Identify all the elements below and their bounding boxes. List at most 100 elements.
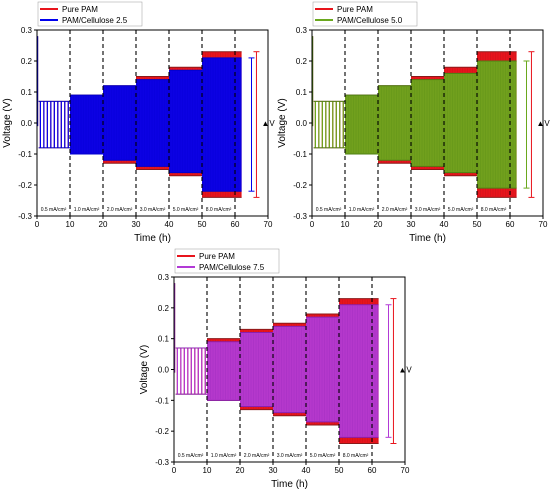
x-tick-label: 20 <box>374 220 383 229</box>
x-axis-title: Time (h) <box>409 233 446 244</box>
y-tick-label: 0.0 <box>158 366 170 375</box>
legend-label: PAM/Cellulose 2.5 <box>62 16 128 25</box>
y-tick-label: -0.1 <box>155 396 169 405</box>
current-density-label: 5.0 mA/cm² <box>448 207 474 213</box>
x-tick-label: 10 <box>203 466 212 475</box>
x-tick-label: 20 <box>99 220 108 229</box>
x-tick-label: 70 <box>539 220 548 229</box>
y-tick-label: 0.1 <box>21 88 33 97</box>
x-tick-label: 30 <box>132 220 141 229</box>
voltage-band <box>306 317 339 422</box>
y-axis-title: Voltage (V) <box>2 98 13 147</box>
legend-box <box>174 248 280 274</box>
x-tick-label: 50 <box>335 466 344 475</box>
current-density-label: 1.0 mA/cm² <box>211 453 237 459</box>
x-tick-label: 60 <box>368 466 377 475</box>
y-tick-label: 0.2 <box>21 57 33 66</box>
y-tick-label: 0.0 <box>296 119 308 128</box>
legend-box <box>37 1 143 27</box>
current-density-label: 8.0 mA/cm² <box>206 207 232 213</box>
y-tick-label: -0.3 <box>293 212 307 221</box>
x-tick-label: 60 <box>231 220 240 229</box>
series-composite <box>312 36 517 189</box>
current-density-label: 0.5 mA/cm² <box>178 453 204 459</box>
y-tick-label: -0.2 <box>155 427 169 436</box>
x-axis-title: Time (h) <box>271 479 308 490</box>
x-axis-title: Time (h) <box>134 233 171 244</box>
x-tick-label: 20 <box>236 466 245 475</box>
legend-label: Pure PAM <box>62 5 98 14</box>
voltage-band <box>240 332 273 407</box>
current-density-label: 2.0 mA/cm² <box>244 453 270 459</box>
y-tick-label: -0.1 <box>293 150 307 159</box>
x-tick-label: 0 <box>35 220 40 229</box>
x-tick-label: 40 <box>440 220 449 229</box>
legend-label: Pure PAM <box>199 252 235 261</box>
voltage-band <box>207 341 240 401</box>
current-density-label: 0.5 mA/cm² <box>316 207 342 213</box>
x-tick-label: 10 <box>66 220 75 229</box>
voltage-band <box>411 79 444 167</box>
x-tick-label: 0 <box>172 466 177 475</box>
y-tick-label: 0.2 <box>158 304 170 313</box>
y-axis-title: Voltage (V) <box>139 345 150 394</box>
current-density-label: 5.0 mA/cm² <box>173 207 199 213</box>
current-density-label: 8.0 mA/cm² <box>481 207 507 213</box>
voltage-band <box>103 85 136 161</box>
current-density-label: 3.0 mA/cm² <box>140 207 166 213</box>
y-tick-label: 0.2 <box>296 57 308 66</box>
current-density-label: 5.0 mA/cm² <box>310 453 336 459</box>
current-density-label: 1.0 mA/cm² <box>349 207 375 213</box>
voltage-band <box>169 70 202 173</box>
x-tick-label: 60 <box>506 220 515 229</box>
x-tick-label: 70 <box>401 466 410 475</box>
x-tick-label: 10 <box>341 220 350 229</box>
series-composite <box>174 283 379 438</box>
chart-panel-2: 0.5 mA/cm² 1.0 mA/cm² 2.0 mA/cm² 3.0 mA/cm²… <box>277 1 550 244</box>
voltage-band <box>378 85 411 161</box>
y-tick-label: 0.3 <box>21 26 33 35</box>
y-tick-label: 0.0 <box>21 119 33 128</box>
delta-v-label: ▲V <box>398 366 412 375</box>
current-density-label: 2.0 mA/cm² <box>107 207 133 213</box>
x-tick-label: 30 <box>269 466 278 475</box>
current-density-label: 8.0 mA/cm² <box>343 453 369 459</box>
y-tick-label: -0.2 <box>18 181 32 190</box>
y-tick-label: 0.3 <box>158 273 170 282</box>
voltage-band <box>136 79 169 167</box>
voltage-band <box>273 326 306 413</box>
x-tick-label: 30 <box>407 220 416 229</box>
y-tick-label: 0.3 <box>296 26 308 35</box>
legend-label: PAM/Cellulose 7.5 <box>199 263 265 272</box>
y-tick-label: 0.1 <box>296 88 308 97</box>
delta-v-label: ▲V <box>536 119 550 128</box>
y-tick-label: -0.3 <box>155 458 169 467</box>
delta-v-label: ▲V <box>261 119 275 128</box>
x-tick-label: 0 <box>310 220 315 229</box>
y-tick-label: -0.1 <box>18 150 32 159</box>
voltage-band <box>70 95 103 154</box>
current-density-label: 2.0 mA/cm² <box>382 207 408 213</box>
current-density-label: 1.0 mA/cm² <box>74 207 100 213</box>
x-tick-label: 50 <box>198 220 207 229</box>
x-tick-label: 70 <box>264 220 273 229</box>
x-tick-label: 40 <box>165 220 174 229</box>
current-density-label: 3.0 mA/cm² <box>415 207 441 213</box>
current-density-label: 0.5 mA/cm² <box>41 207 67 213</box>
y-axis-title: Voltage (V) <box>277 98 288 147</box>
y-tick-label: -0.3 <box>18 212 32 221</box>
chart-panel-3: 0.5 mA/cm² 1.0 mA/cm² 2.0 mA/cm² 3.0 mA/cm²… <box>139 248 412 490</box>
y-tick-label: 0.1 <box>158 335 170 344</box>
voltage-band <box>444 73 477 173</box>
y-tick-label: -0.2 <box>293 181 307 190</box>
series-composite <box>37 36 242 192</box>
voltage-band <box>345 95 378 154</box>
x-tick-label: 50 <box>473 220 482 229</box>
legend-label: Pure PAM <box>337 5 373 14</box>
legend-box <box>312 1 418 27</box>
chart-panel-1: 0.5 mA/cm² 1.0 mA/cm² 2.0 mA/cm² 3.0 mA/cm²… <box>2 1 275 244</box>
legend-label: PAM/Cellulose 5.0 <box>337 16 403 25</box>
x-tick-label: 40 <box>302 466 311 475</box>
current-density-label: 3.0 mA/cm² <box>277 453 303 459</box>
